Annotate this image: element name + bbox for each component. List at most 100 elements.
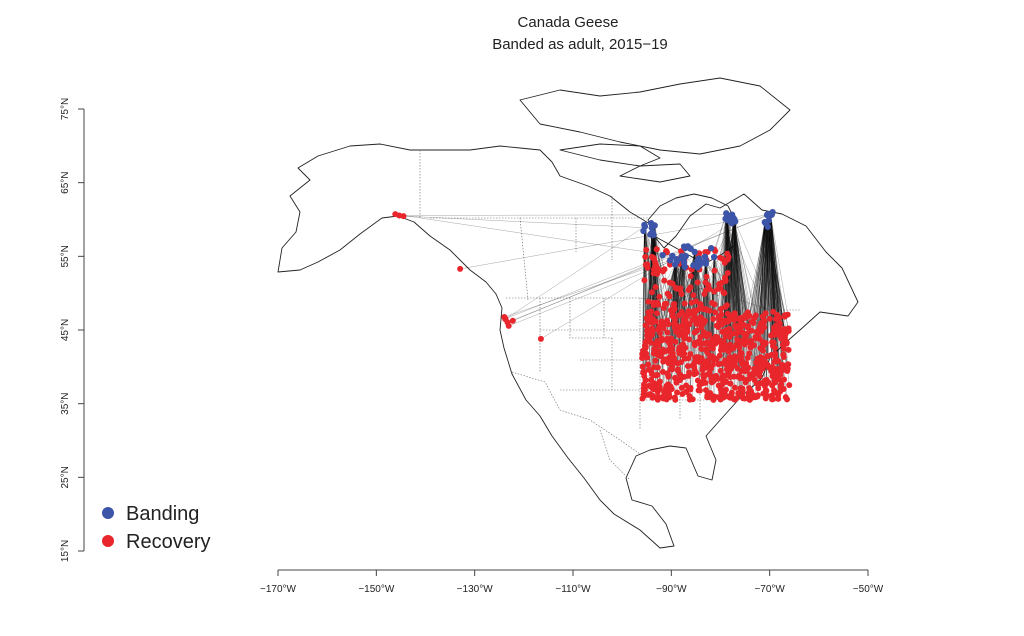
- x-axis: −170°W −150°W −130°W −110°W −90°W −70°W −50°W: [260, 569, 884, 595]
- recovery-point: [769, 396, 776, 403]
- recovery-point: [726, 311, 733, 318]
- recovery-point: [652, 284, 659, 291]
- y-tick-label: 25°N: [60, 466, 71, 488]
- recovery-point: [650, 299, 657, 306]
- recovery-point: [771, 358, 778, 365]
- recovery-point: [773, 315, 780, 322]
- recovery-point: [718, 343, 725, 350]
- recovery-point: [775, 374, 782, 381]
- banding-point: [691, 248, 698, 256]
- recovery-point: [643, 322, 650, 329]
- recovery-point: [654, 351, 661, 358]
- y-tick-label: 65°N: [60, 171, 71, 193]
- recovery-point: [710, 396, 717, 403]
- recovery-point: [678, 342, 685, 349]
- recovery-point: [509, 317, 516, 324]
- recovery-point: [760, 347, 767, 354]
- recovery-point: [781, 376, 788, 383]
- movement-line: [674, 264, 681, 290]
- recovery-point: [686, 392, 693, 399]
- recovery-point: [684, 363, 691, 370]
- movement-line: [725, 217, 734, 365]
- recovery-point: [684, 313, 691, 320]
- recovery-point: [762, 310, 769, 317]
- banding-point: [694, 257, 701, 265]
- recovery-point: [720, 337, 727, 344]
- recovery-point: [744, 324, 751, 331]
- recovery-point: [760, 342, 767, 349]
- banding-point: [707, 244, 715, 252]
- x-tick-label: −110°W: [555, 584, 591, 595]
- movement-line: [676, 260, 706, 393]
- recovery-point: [786, 382, 793, 389]
- recovery-point: [639, 363, 646, 370]
- movement-line: [708, 217, 734, 286]
- recovery-point: [703, 361, 710, 368]
- recovery-point: [706, 390, 713, 397]
- movement-line: [674, 258, 683, 309]
- recovery-point: [733, 395, 740, 402]
- x-tick-label: −130°W: [457, 584, 494, 595]
- recovery-point: [659, 368, 666, 375]
- recovery-point: [654, 396, 661, 403]
- recovery-point: [696, 320, 703, 327]
- recovery-point: [679, 347, 686, 354]
- recovery-point: [666, 341, 673, 348]
- banding-point: [767, 210, 774, 218]
- recovery-point: [686, 336, 693, 343]
- banding-point: [640, 227, 647, 235]
- movement-line: [764, 222, 782, 385]
- recovery-point: [771, 387, 778, 394]
- recovery-point: [656, 323, 663, 330]
- recovery-point: [742, 334, 749, 341]
- recovery-point: [671, 306, 678, 313]
- movement-line: [651, 233, 664, 272]
- recovery-point: [678, 359, 685, 366]
- recovery-point: [728, 391, 735, 398]
- recovery-point: [781, 313, 788, 320]
- recovery-point: [645, 361, 652, 368]
- recovery-point: [700, 329, 707, 336]
- y-tick-label: 75°N: [60, 98, 71, 120]
- movement-line: [403, 215, 652, 229]
- recovery-point: [652, 357, 659, 364]
- recovery-point: [649, 370, 656, 377]
- recovery-point: [761, 377, 768, 384]
- recovery-point: [716, 280, 723, 287]
- banding-point: [684, 243, 692, 250]
- movement-line: [713, 256, 728, 274]
- recovery-point: [698, 346, 705, 353]
- recovery-point: [653, 310, 660, 317]
- banding-point: [659, 251, 666, 259]
- recovery-point: [785, 325, 792, 332]
- movement-line: [711, 257, 715, 303]
- recovery-point: [679, 351, 686, 358]
- recovery-point: [714, 334, 721, 341]
- movement-line: [758, 222, 766, 330]
- recovery-point: [687, 351, 694, 358]
- recovery-point: [770, 308, 777, 315]
- recovery-point: [651, 364, 658, 371]
- recovery-point: [713, 356, 720, 363]
- recovery-point: [748, 343, 755, 350]
- map-subtitle: Banded as adult, 2015−19: [492, 36, 668, 53]
- recovery-point: [666, 394, 673, 401]
- recovery-point: [693, 315, 700, 322]
- recovery-point: [648, 308, 655, 315]
- recovery-point: [678, 308, 685, 315]
- recovery-point: [724, 256, 731, 263]
- recovery-point: [685, 287, 692, 294]
- arctic-islands: [519, 77, 791, 183]
- recovery-point: [396, 212, 403, 219]
- recovery-point: [717, 367, 724, 374]
- recovery-point: [650, 254, 657, 261]
- movement-line: [507, 248, 691, 323]
- recovery-point: [641, 369, 648, 376]
- recovery-point: [501, 314, 508, 321]
- recovery-point: [772, 350, 779, 357]
- legend-recovery-swatch: [102, 535, 114, 547]
- recovery-point: [644, 261, 651, 268]
- recovery-point: [716, 352, 723, 359]
- recovery-point: [681, 300, 688, 307]
- recovery-point: [457, 265, 464, 272]
